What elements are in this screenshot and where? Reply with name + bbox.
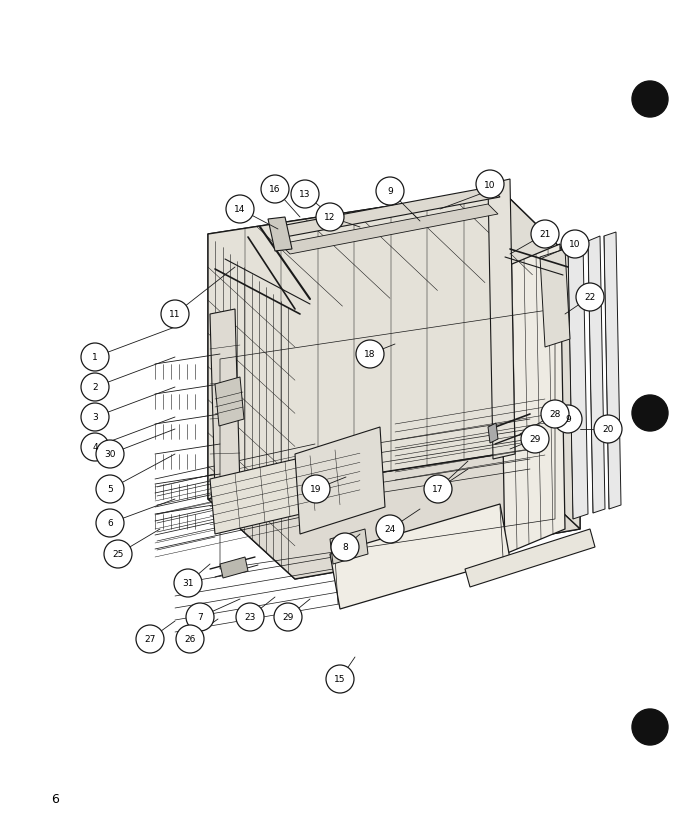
Text: 18: 18 [364,350,376,359]
Text: 11: 11 [169,310,181,319]
Text: 25: 25 [112,550,124,559]
Polygon shape [568,242,588,519]
Text: 29: 29 [282,613,294,622]
Circle shape [356,341,384,369]
Text: 6: 6 [107,519,113,528]
Text: 10: 10 [484,180,496,189]
Circle shape [376,515,404,543]
Circle shape [176,625,204,653]
Polygon shape [275,188,500,237]
Text: 7: 7 [197,613,203,622]
Text: 29: 29 [529,435,541,444]
Circle shape [226,196,254,224]
Text: 13: 13 [299,190,311,199]
Text: 1: 1 [92,353,98,362]
Text: 9: 9 [387,187,393,196]
Circle shape [554,405,582,433]
Polygon shape [295,268,580,579]
Circle shape [186,603,214,631]
Polygon shape [208,189,580,314]
Polygon shape [210,444,365,534]
Text: 28: 28 [549,410,561,419]
Circle shape [331,533,359,562]
Circle shape [81,374,109,402]
Circle shape [326,665,354,693]
Text: 24: 24 [384,525,396,534]
Circle shape [594,415,622,443]
Text: 5: 5 [107,485,113,494]
Circle shape [104,540,132,568]
Polygon shape [488,179,515,460]
Text: 12: 12 [324,213,336,222]
Circle shape [632,395,668,432]
Polygon shape [500,245,565,554]
Circle shape [261,176,289,203]
Text: 19: 19 [310,485,322,494]
Polygon shape [488,423,498,443]
Text: 4: 4 [92,443,98,452]
Text: 23: 23 [244,613,256,622]
Circle shape [81,343,109,371]
Circle shape [561,231,589,259]
Text: 26: 26 [184,635,196,643]
Text: 14: 14 [235,205,245,214]
Circle shape [632,709,668,745]
Circle shape [476,171,504,198]
Circle shape [274,603,302,631]
Polygon shape [330,529,368,564]
Text: 20: 20 [602,425,613,434]
Circle shape [376,178,404,206]
Circle shape [96,476,124,504]
Circle shape [236,603,264,631]
Polygon shape [465,529,595,587]
Text: 21: 21 [539,230,551,239]
Polygon shape [280,205,498,255]
Circle shape [424,476,452,504]
Circle shape [291,181,319,208]
Polygon shape [210,309,240,495]
Polygon shape [295,428,385,534]
Text: 16: 16 [269,185,281,194]
Text: 3: 3 [92,413,98,422]
Circle shape [521,425,549,453]
Circle shape [576,284,604,312]
Text: 15: 15 [335,675,345,684]
Text: 31: 31 [182,579,194,588]
Polygon shape [268,218,292,251]
Polygon shape [208,235,295,579]
Circle shape [302,476,330,504]
Polygon shape [220,557,248,578]
Polygon shape [540,250,570,347]
Text: 10: 10 [569,240,581,249]
Circle shape [541,400,569,428]
Polygon shape [330,504,510,609]
Text: 2: 2 [92,383,98,392]
Text: 22: 22 [584,293,596,302]
Circle shape [81,433,109,461]
Polygon shape [588,237,605,514]
Circle shape [174,569,202,597]
Polygon shape [208,189,500,500]
Circle shape [96,509,124,538]
Polygon shape [604,232,621,509]
Polygon shape [215,378,244,427]
Circle shape [161,301,189,328]
Text: 8: 8 [342,543,348,552]
Text: 9: 9 [565,415,571,424]
Circle shape [316,203,344,232]
Polygon shape [500,189,580,529]
Polygon shape [208,455,580,579]
Circle shape [96,441,124,468]
Text: 30: 30 [104,450,116,459]
Circle shape [632,82,668,118]
Circle shape [136,625,164,653]
Circle shape [81,404,109,432]
Text: 17: 17 [432,485,444,494]
Text: 6: 6 [51,792,59,805]
Text: 27: 27 [144,635,156,643]
Circle shape [531,221,559,249]
